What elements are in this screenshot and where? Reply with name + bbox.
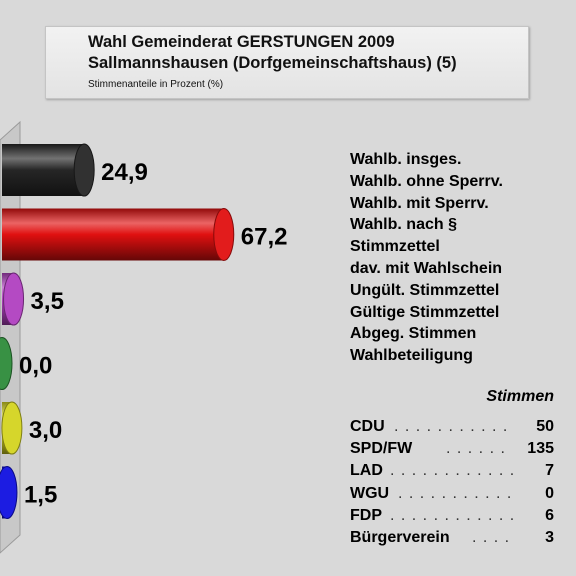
- bar-end-cap: [1, 401, 23, 455]
- bars-layer: 24,9 67,2 3,5 0,0 3,0 1,5: [0, 143, 288, 519]
- bar-fdp: 3,0: [1, 401, 62, 455]
- chart-title: Wahl Gemeinderat GERSTUNGEN 2009: [88, 33, 395, 51]
- bar-wgu: 0,0: [0, 337, 52, 390]
- leader-dots: . . . . . . . . . . .: [394, 418, 509, 435]
- party-name: SPD/FW: [350, 440, 413, 458]
- bar-end-cap: [3, 272, 25, 326]
- bar-spd-fw: 67,2: [2, 208, 288, 261]
- bar-value-label: 67,2: [241, 224, 288, 251]
- votes-row: SPD/FW . . . . . . 135: [350, 440, 554, 462]
- bar-value-label: 3,5: [31, 288, 64, 315]
- bar-b-rgerverein: 1,5: [0, 466, 57, 519]
- bar-end-cap: [73, 143, 95, 197]
- votes-row: Bürgerverein . . . . 3: [350, 529, 554, 551]
- stat-label: Wahlb. nach §: [350, 216, 457, 234]
- chart-unit-label: Stimmenanteile in Prozent (%): [88, 79, 224, 90]
- party-name: FDP: [350, 506, 382, 524]
- votes-table: CDU . . . . . . . . . . . 50 SPD/FW . . …: [350, 418, 554, 551]
- stat-label: Wahlb. mit Sperrv.: [350, 194, 489, 212]
- stat-label: Abgeg. Stimmen: [350, 325, 477, 343]
- leader-dots: . . . .: [472, 528, 511, 546]
- votes-row: WGU . . . . . . . . . . . 0: [350, 485, 554, 507]
- vote-count: 7: [545, 462, 554, 480]
- stat-label: Wahlbeteiligung: [350, 347, 473, 365]
- leader-dots: . . . . . . . . . . . .: [390, 506, 516, 524]
- votes-row: LAD . . . . . . . . . . . . 7: [350, 462, 554, 484]
- bar-cdu: 24,9: [2, 143, 148, 197]
- party-name: LAD: [350, 462, 383, 480]
- vote-count: 50: [536, 418, 554, 435]
- statistics-labels: Wahlb. insges. Wahlb. ohne Sperrv. Wahlb…: [350, 149, 503, 367]
- bar-value-label: 24,9: [101, 159, 148, 186]
- bar-body: [2, 144, 85, 196]
- bar-end-cap: [0, 337, 13, 390]
- leader-dots: . . . . . . . . . . .: [398, 484, 513, 502]
- votes-row: CDU . . . . . . . . . . . 50: [350, 418, 554, 440]
- stat-label: Stimmzettel: [350, 238, 440, 256]
- bar-end-cap: [213, 208, 235, 261]
- bar-body: [2, 208, 224, 261]
- title-box: Wahl Gemeinderat GERSTUNGEN 2009 Sallman…: [45, 26, 529, 99]
- leader-dots: . . . . . .: [446, 440, 506, 458]
- bar-value-label: 3,0: [29, 417, 62, 444]
- vote-count: 3: [545, 528, 554, 546]
- bar-end-cap: [0, 466, 18, 519]
- party-name: WGU: [350, 484, 390, 502]
- bar-value-label: 1,5: [24, 482, 57, 509]
- stat-label: dav. mit Wahlschein: [350, 259, 503, 277]
- party-name: CDU: [350, 418, 385, 435]
- bar-lad: 3,5: [2, 272, 64, 326]
- vote-count: 135: [527, 440, 554, 458]
- vote-count: 6: [545, 506, 554, 524]
- stat-label: Ungült. Stimmzettel: [350, 281, 500, 299]
- vote-count: 0: [545, 484, 554, 502]
- stat-label: Gültige Stimmzettel: [350, 303, 500, 321]
- votes-header: Stimmen: [486, 388, 554, 405]
- stat-label: Wahlb. insges.: [350, 151, 462, 168]
- leader-dots: . . . . . . . . . . . .: [390, 462, 516, 480]
- bar-value-label: 0,0: [19, 353, 52, 380]
- party-name: Bürgerverein: [350, 528, 450, 546]
- chart-subtitle-location: Sallmannshausen (Dorfgemeinschaftshaus) …: [88, 54, 457, 72]
- stat-label: Wahlb. ohne Sperrv.: [350, 172, 503, 190]
- votes-row: FDP . . . . . . . . . . . . 6: [350, 507, 554, 529]
